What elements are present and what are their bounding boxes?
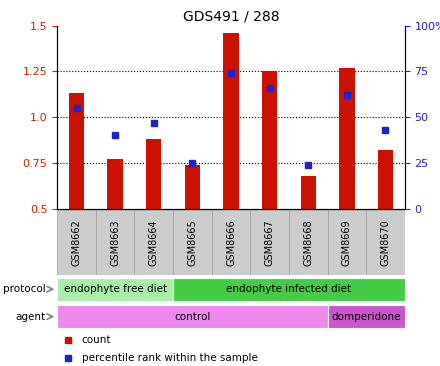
Text: protocol: protocol — [3, 284, 46, 294]
Text: GSM8663: GSM8663 — [110, 219, 120, 266]
Bar — [69, 93, 84, 209]
Bar — [366, 210, 405, 274]
Bar — [173, 210, 212, 274]
Bar — [378, 150, 393, 209]
Bar — [57, 210, 96, 274]
Text: count: count — [81, 335, 111, 345]
Bar — [135, 210, 173, 274]
Text: GSM8664: GSM8664 — [149, 219, 159, 266]
Bar — [57, 305, 327, 328]
Text: GSM8668: GSM8668 — [303, 219, 313, 266]
Text: agent: agent — [15, 311, 46, 322]
Bar — [212, 210, 250, 274]
Bar — [185, 165, 200, 209]
Bar — [339, 68, 355, 209]
Text: domperidone: domperidone — [331, 311, 401, 322]
Text: endophyte infected diet: endophyte infected diet — [226, 284, 352, 294]
Bar — [327, 305, 405, 328]
Text: GSM8662: GSM8662 — [72, 219, 81, 266]
Text: control: control — [174, 311, 211, 322]
Bar — [327, 210, 366, 274]
Text: endophyte free diet: endophyte free diet — [63, 284, 167, 294]
Bar — [223, 33, 239, 209]
Bar — [262, 71, 277, 209]
Bar — [250, 210, 289, 274]
Text: GSM8670: GSM8670 — [381, 219, 390, 266]
Title: GDS491 / 288: GDS491 / 288 — [183, 9, 279, 23]
Bar — [289, 210, 327, 274]
Bar — [301, 176, 316, 209]
Text: GSM8669: GSM8669 — [342, 219, 352, 266]
Bar — [173, 277, 405, 300]
Bar — [57, 277, 173, 300]
Bar — [107, 159, 123, 209]
Bar — [146, 139, 161, 209]
Text: percentile rank within the sample: percentile rank within the sample — [81, 353, 257, 363]
Text: GSM8665: GSM8665 — [187, 219, 198, 266]
Text: GSM8667: GSM8667 — [264, 219, 275, 266]
Bar — [96, 210, 135, 274]
Text: GSM8666: GSM8666 — [226, 219, 236, 266]
